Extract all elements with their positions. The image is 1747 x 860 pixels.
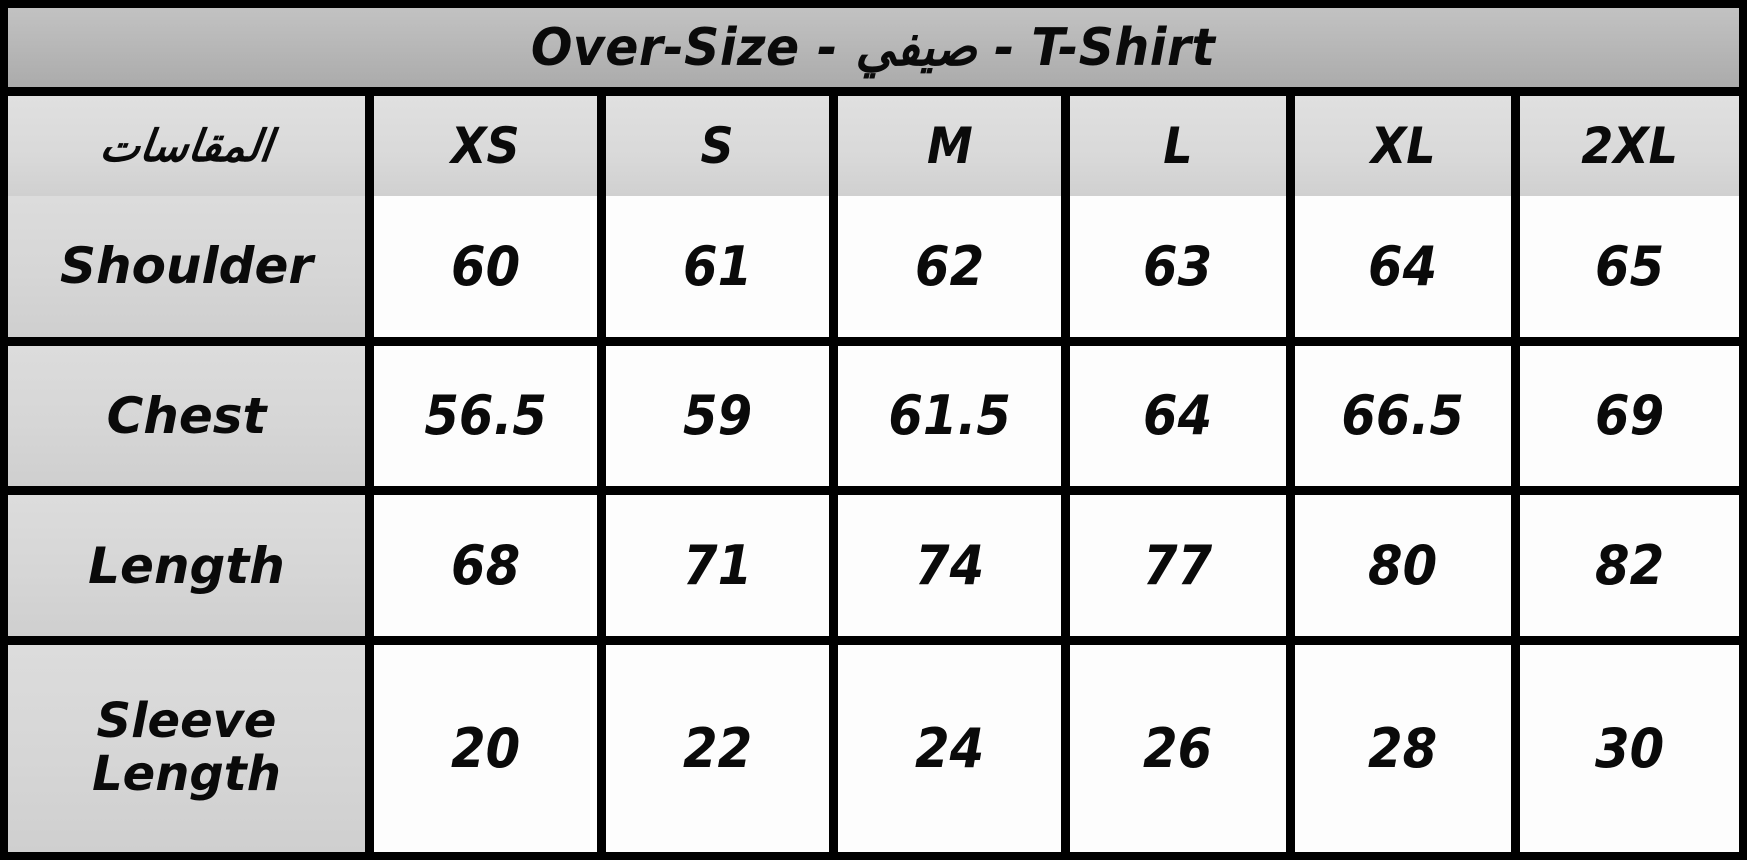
- cell-sleeve-xl-value: 28: [1368, 716, 1438, 780]
- cell-chest-l: 64: [1070, 345, 1295, 496]
- cell-shoulder-m-value: 62: [914, 234, 985, 298]
- cell-shoulder-xs-value: 60: [450, 234, 521, 298]
- table-header-row: المقاسات XS S M L XL 2XL: [8, 96, 1739, 196]
- row-label-shoulder-text: Shoulder: [59, 237, 314, 296]
- column-header-xs: XS: [374, 96, 606, 196]
- cell-chest-xl-value: 66.5: [1341, 384, 1465, 448]
- cell-length-2xl: 82: [1520, 495, 1739, 645]
- cell-shoulder-l: 63: [1070, 196, 1295, 346]
- cell-shoulder-xl: 64: [1295, 196, 1520, 346]
- row-label-shoulder: Shoulder: [8, 196, 374, 346]
- column-header-xs-label: XS: [451, 117, 520, 175]
- column-header-l-label: L: [1163, 117, 1193, 175]
- row-label-sleeve-line2: Length: [92, 746, 281, 803]
- cell-length-m-value: 74: [914, 534, 985, 598]
- cell-chest-s: 59: [606, 345, 838, 496]
- cell-sleeve-xs: 20: [374, 644, 606, 852]
- table-body: Shoulder 60 61 62 63 64 65 Chest 56.5 59…: [8, 196, 1739, 852]
- cell-shoulder-m: 62: [838, 196, 1070, 346]
- cell-sleeve-l: 26: [1070, 644, 1295, 852]
- size-measurements-table: المقاسات XS S M L XL 2XL: [8, 96, 1739, 852]
- cell-length-l-value: 77: [1143, 534, 1213, 598]
- cell-chest-xs-value: 56.5: [424, 384, 547, 448]
- cell-length-s: 71: [606, 495, 838, 645]
- cell-length-xs-value: 68: [450, 534, 521, 598]
- row-label-sleeve-line1: Sleeve: [96, 692, 277, 749]
- cell-sleeve-s: 22: [606, 644, 838, 852]
- table-row-length: Length 68 71 74 77 80 82: [8, 495, 1739, 645]
- column-header-s: S: [606, 96, 838, 196]
- table-row-shoulder: Shoulder 60 61 62 63 64 65: [8, 196, 1739, 346]
- cell-shoulder-l-value: 63: [1143, 234, 1213, 298]
- row-label-length: Length: [8, 495, 374, 645]
- cell-length-m: 74: [838, 495, 1070, 645]
- cell-length-l: 77: [1070, 495, 1295, 645]
- column-header-s-label: S: [700, 117, 735, 175]
- cell-shoulder-xl-value: 64: [1368, 234, 1438, 298]
- cell-shoulder-2xl-value: 65: [1594, 234, 1665, 298]
- row-label-chest-text: Chest: [106, 386, 267, 445]
- cell-chest-m-value: 61.5: [888, 384, 1011, 448]
- cell-chest-xs: 56.5: [374, 345, 606, 496]
- cell-sleeve-m-value: 24: [914, 716, 985, 780]
- column-header-l: L: [1070, 96, 1295, 196]
- cell-chest-s-value: 59: [682, 384, 753, 448]
- table-row-sleeve-length: Sleeve Length 20 22 24 26 28 30: [8, 644, 1739, 852]
- column-header-2xl: 2XL: [1520, 96, 1739, 196]
- cell-sleeve-s-value: 22: [682, 716, 753, 780]
- page-title: Over-Size - صيفي - T-Shirt: [531, 17, 1216, 78]
- row-label-length-text: Length: [88, 536, 285, 595]
- cell-shoulder-2xl: 65: [1520, 196, 1739, 346]
- cell-length-s-value: 71: [682, 534, 753, 598]
- row-label-sleeve-length: Sleeve Length: [8, 644, 374, 852]
- column-header-m-label: M: [926, 117, 973, 175]
- column-header-measurements-label: المقاسات: [97, 120, 276, 172]
- row-label-chest: Chest: [8, 345, 374, 496]
- cell-chest-m: 61.5: [838, 345, 1070, 496]
- column-header-xl: XL: [1295, 96, 1520, 196]
- table-row-chest: Chest 56.5 59 61.5 64 66.5 69: [8, 345, 1739, 496]
- column-header-2xl-label: 2XL: [1581, 117, 1678, 175]
- cell-chest-l-value: 64: [1143, 384, 1213, 448]
- column-header-xl-label: XL: [1370, 117, 1436, 175]
- cell-length-xl: 80: [1295, 495, 1520, 645]
- cell-length-2xl-value: 82: [1594, 534, 1665, 598]
- column-header-measurements: المقاسات: [8, 96, 374, 196]
- cell-shoulder-xs: 60: [374, 196, 606, 346]
- cell-shoulder-s: 61: [606, 196, 838, 346]
- cell-length-xs: 68: [374, 495, 606, 645]
- cell-shoulder-s-value: 61: [682, 234, 753, 298]
- cell-sleeve-2xl: 30: [1520, 644, 1739, 852]
- cell-sleeve-xs-value: 20: [450, 716, 521, 780]
- chart-title-bar: Over-Size - صيفي - T-Shirt: [8, 8, 1739, 96]
- cell-sleeve-2xl-value: 30: [1594, 716, 1665, 780]
- cell-chest-2xl-value: 69: [1594, 384, 1665, 448]
- cell-sleeve-l-value: 26: [1143, 716, 1213, 780]
- cell-chest-xl: 66.5: [1295, 345, 1520, 496]
- table-header: المقاسات XS S M L XL 2XL: [8, 96, 1739, 196]
- cell-length-xl-value: 80: [1368, 534, 1438, 598]
- cell-sleeve-xl: 28: [1295, 644, 1520, 852]
- cell-sleeve-m: 24: [838, 644, 1070, 852]
- cell-chest-2xl: 69: [1520, 345, 1739, 496]
- column-header-m: M: [838, 96, 1070, 196]
